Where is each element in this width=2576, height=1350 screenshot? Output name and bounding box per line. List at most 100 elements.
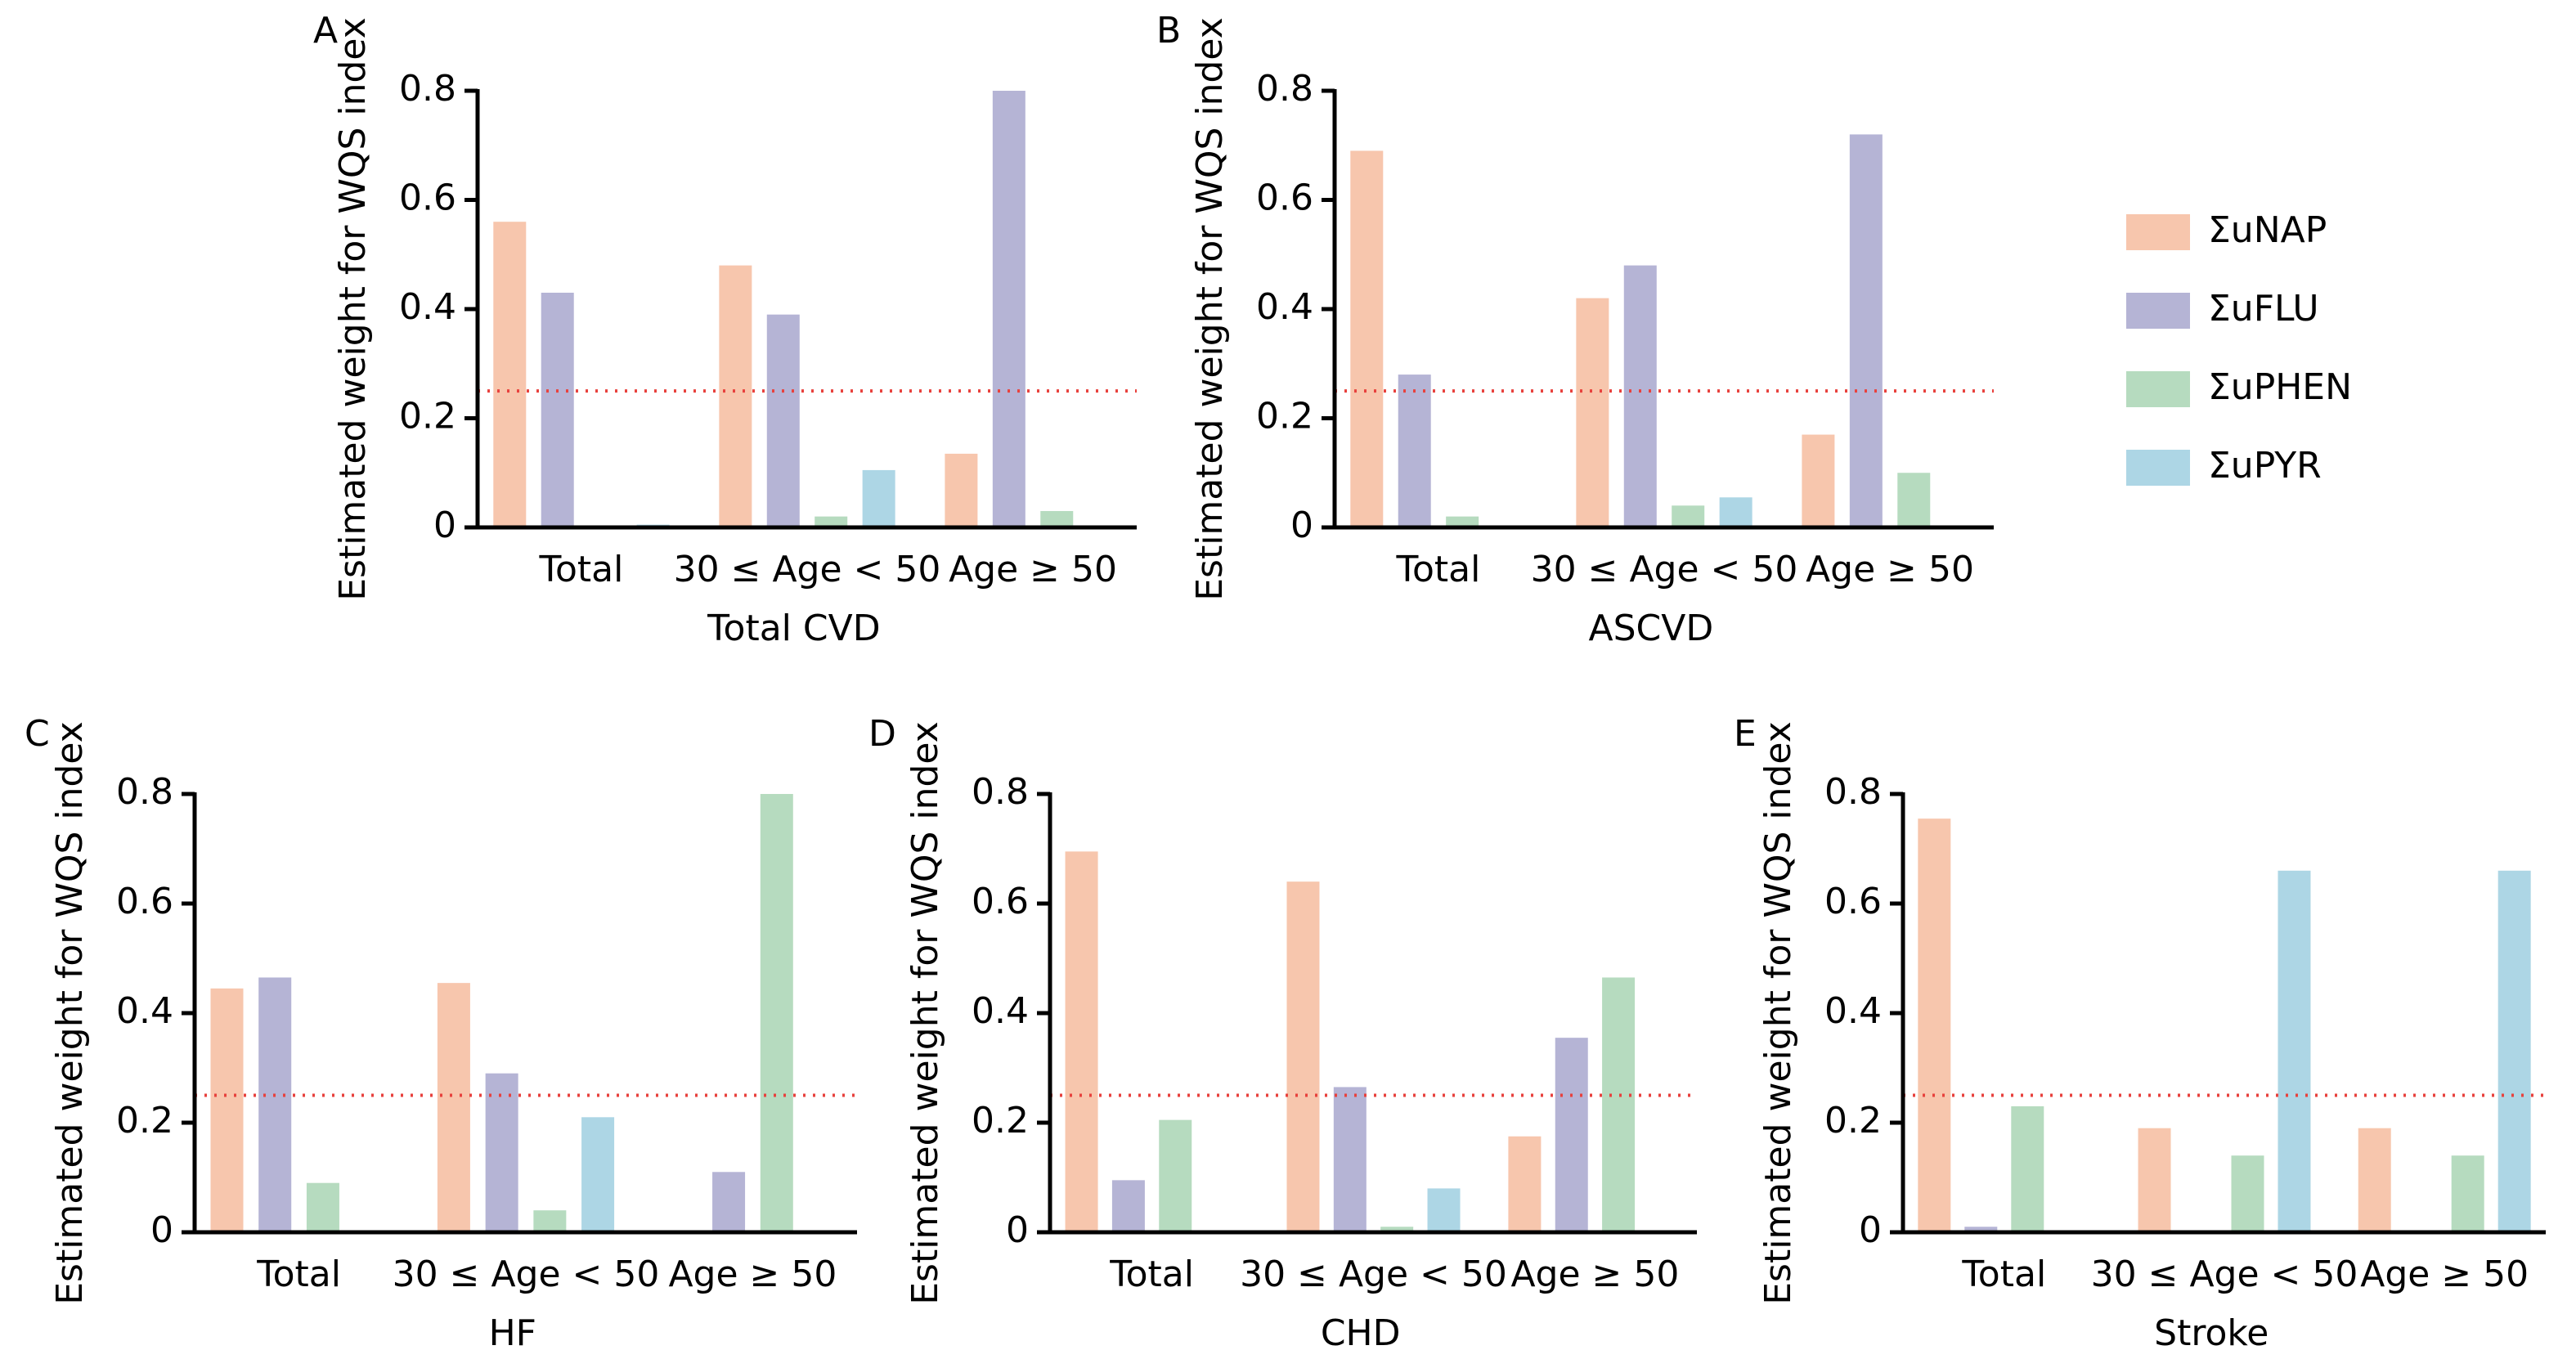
- y-tick-label: 0.8: [399, 68, 456, 110]
- bar: [1964, 1227, 1998, 1232]
- x-tick-label: Total: [1961, 1254, 2046, 1295]
- bar: [1555, 1038, 1588, 1232]
- y-axis-label: Estimated weight for WQS index: [49, 721, 91, 1305]
- legend-swatch: [2126, 293, 2190, 329]
- panel-label: B: [1156, 10, 1181, 52]
- bar: [760, 794, 793, 1232]
- bar: [1602, 977, 1636, 1232]
- bar: [766, 314, 800, 527]
- legend-swatch: [2126, 214, 2190, 250]
- y-tick-label: 0: [433, 505, 456, 546]
- y-tick-label: 0: [1290, 505, 1313, 546]
- panel-label: C: [25, 713, 50, 755]
- y-tick-label: 0.6: [1256, 177, 1313, 219]
- y-axis-label: Estimated weight for WQS index: [1757, 721, 1799, 1305]
- y-tick-label: 0: [1006, 1209, 1029, 1251]
- x-tick-label: Total: [1109, 1254, 1194, 1295]
- y-tick-label: 0.8: [1824, 771, 1882, 813]
- bar: [1286, 881, 1320, 1232]
- y-tick-label: 0.4: [116, 990, 173, 1032]
- bar: [992, 91, 1025, 527]
- x-tick-label: Total: [1396, 549, 1481, 590]
- chart-title: Stroke: [2154, 1312, 2269, 1350]
- bar: [2451, 1155, 2484, 1232]
- bar: [1623, 265, 1657, 527]
- y-tick-label: 0.4: [399, 286, 456, 328]
- bar: [1918, 819, 1951, 1232]
- x-tick-label: 30 ≤ Age < 50: [1531, 549, 1798, 590]
- bar: [1849, 134, 1883, 527]
- bar: [541, 292, 574, 527]
- bar: [581, 1117, 615, 1232]
- bar: [862, 469, 895, 527]
- legend-label: ΣuPYR: [2208, 445, 2322, 487]
- bar: [1333, 1087, 1367, 1232]
- bar: [1508, 1136, 1542, 1232]
- x-tick-label: Total: [539, 549, 624, 590]
- y-tick-label: 0: [1859, 1209, 1882, 1251]
- panel-label: D: [868, 713, 896, 755]
- legend-label: ΣuPHEN: [2208, 366, 2352, 408]
- y-tick-label: 0.4: [1824, 990, 1882, 1032]
- legend-swatch: [2126, 371, 2190, 407]
- y-tick-label: 0.2: [399, 396, 456, 437]
- x-tick-label: 30 ≤ Age < 50: [393, 1254, 660, 1295]
- bar: [2231, 1155, 2264, 1232]
- bar: [1576, 298, 1609, 527]
- chart-title: ASCVD: [1589, 608, 1714, 649]
- bar: [1380, 1227, 1414, 1232]
- bar: [1065, 851, 1098, 1232]
- bar: [2497, 870, 2531, 1232]
- y-tick-label: 0: [150, 1209, 173, 1251]
- y-tick-label: 0.6: [972, 881, 1029, 922]
- chart-title: CHD: [1321, 1312, 1401, 1350]
- bar: [1802, 434, 1835, 527]
- bar: [712, 1172, 746, 1232]
- panel-label: A: [313, 10, 338, 52]
- x-tick-label: Age ≥ 50: [949, 549, 1117, 590]
- bar: [2011, 1106, 2044, 1232]
- bar: [1111, 1180, 1145, 1232]
- bar: [1446, 516, 1479, 527]
- bar: [493, 222, 527, 527]
- bar: [306, 1182, 339, 1232]
- x-tick-label: Total: [256, 1254, 341, 1295]
- y-axis-label: Estimated weight for WQS index: [332, 17, 374, 601]
- bar: [1897, 473, 1931, 527]
- x-tick-label: 30 ≤ Age < 50: [2091, 1254, 2358, 1295]
- y-axis-label: Estimated weight for WQS index: [904, 721, 946, 1305]
- bar: [533, 1210, 567, 1232]
- chart-title: Total CVD: [707, 608, 880, 649]
- x-tick-label: 30 ≤ Age < 50: [674, 549, 941, 590]
- y-tick-label: 0.2: [1824, 1100, 1882, 1141]
- bar: [719, 265, 752, 527]
- y-tick-label: 0.8: [1256, 68, 1313, 110]
- bar: [1350, 150, 1384, 528]
- bar: [258, 977, 292, 1232]
- y-tick-label: 0.8: [972, 771, 1029, 813]
- x-tick-label: Age ≥ 50: [1510, 1254, 1679, 1295]
- bar: [1427, 1188, 1461, 1232]
- bar: [2358, 1128, 2391, 1232]
- y-tick-label: 0.2: [972, 1100, 1029, 1141]
- x-tick-label: 30 ≤ Age < 50: [1240, 1254, 1507, 1295]
- y-tick-label: 0.6: [1824, 881, 1882, 922]
- bar: [945, 453, 978, 527]
- chart-title: HF: [489, 1312, 536, 1350]
- y-tick-label: 0.6: [399, 177, 456, 219]
- y-tick-label: 0.4: [1256, 286, 1313, 328]
- legend-label: ΣuNAP: [2208, 209, 2327, 251]
- y-tick-label: 0.8: [116, 771, 173, 813]
- bar: [485, 1073, 518, 1232]
- x-tick-label: Age ≥ 50: [2360, 1254, 2529, 1295]
- bar: [2138, 1128, 2171, 1232]
- bar: [1719, 497, 1752, 527]
- bar: [210, 988, 244, 1232]
- x-tick-label: Age ≥ 50: [668, 1254, 837, 1295]
- bar: [2278, 870, 2311, 1232]
- bar: [1398, 375, 1431, 527]
- bar: [1159, 1119, 1192, 1232]
- y-tick-label: 0.2: [1256, 396, 1313, 437]
- y-axis-label: Estimated weight for WQS index: [1189, 17, 1231, 601]
